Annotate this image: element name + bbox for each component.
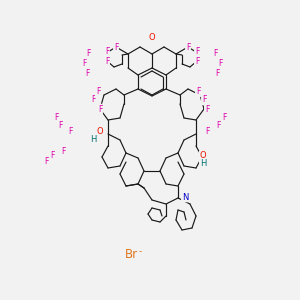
Text: H: H [90, 136, 96, 145]
Text: F: F [96, 88, 100, 97]
Text: F: F [215, 68, 219, 77]
Text: F: F [50, 151, 54, 160]
Text: F: F [85, 68, 89, 77]
Text: F: F [68, 127, 72, 136]
Text: H: H [200, 160, 206, 169]
Text: O: O [149, 34, 155, 43]
Text: F: F [213, 50, 217, 58]
Text: -: - [139, 248, 142, 256]
Text: Br: Br [125, 248, 138, 262]
Text: F: F [216, 122, 220, 130]
Text: O: O [97, 127, 103, 136]
Text: F: F [58, 122, 62, 130]
Text: F: F [186, 43, 190, 52]
Text: F: F [98, 104, 102, 113]
Text: F: F [205, 127, 209, 136]
Text: F: F [105, 47, 109, 56]
Text: F: F [195, 47, 199, 56]
Text: F: F [44, 158, 48, 166]
Text: F: F [196, 88, 200, 97]
Text: F: F [205, 104, 209, 113]
Text: F: F [105, 58, 109, 67]
Text: F: F [91, 95, 95, 104]
Text: F: F [222, 113, 226, 122]
Text: F: F [54, 113, 58, 122]
Text: N: N [182, 193, 188, 202]
Text: F: F [61, 148, 65, 157]
Text: F: F [82, 58, 86, 68]
Text: F: F [195, 58, 199, 67]
Text: F: F [202, 95, 206, 104]
Text: F: F [114, 43, 118, 52]
Text: F: F [218, 58, 222, 68]
Text: F: F [86, 50, 90, 58]
Text: O: O [200, 152, 206, 160]
